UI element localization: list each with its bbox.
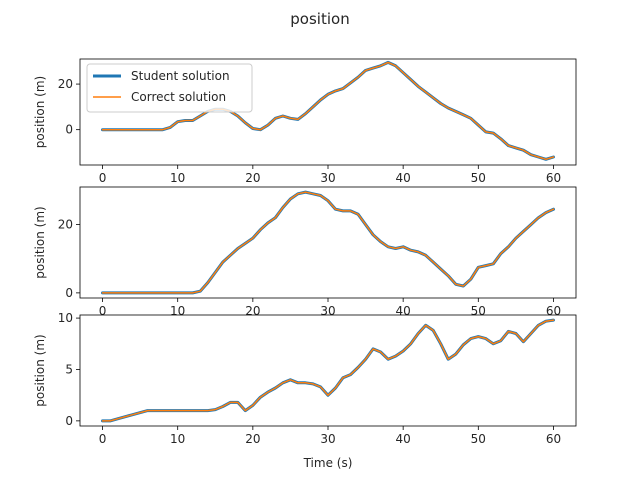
y-tick-label: 20	[58, 218, 73, 232]
x-tick-label: 0	[99, 432, 107, 446]
y-tick-label: 0	[65, 123, 73, 137]
x-tick-label: 40	[396, 432, 411, 446]
x-tick-label: 50	[471, 304, 486, 318]
y-axis-label: position (m)	[33, 206, 47, 278]
y-tick-label: 0	[65, 414, 73, 428]
x-tick-label: 20	[245, 171, 260, 185]
legend-label: Student solution	[131, 69, 230, 83]
x-tick-label: 60	[546, 304, 561, 318]
x-axis-label: Time (s)	[303, 456, 353, 470]
x-tick-label: 20	[245, 304, 260, 318]
figure-title: position	[290, 10, 349, 28]
x-tick-label: 50	[471, 432, 486, 446]
y-axis-label: position (m)	[33, 76, 47, 148]
x-tick-label: 10	[170, 304, 185, 318]
x-tick-label: 10	[170, 171, 185, 185]
x-tick-label: 30	[320, 171, 335, 185]
y-tick-label: 10	[58, 311, 73, 325]
x-tick-label: 60	[546, 432, 561, 446]
x-tick-label: 60	[546, 171, 561, 185]
legend: Student solution Correct solution	[86, 63, 253, 113]
subplot-3: 0 10 20 30 40 50 60 0 5 10 position (m) Time (s)	[33, 311, 577, 470]
legend-box	[86, 63, 253, 113]
y-tick-label: 20	[58, 77, 73, 91]
x-tick-label: 40	[396, 304, 411, 318]
y-axis-label: position (m)	[33, 334, 47, 406]
correct-solution-line-2	[101, 191, 555, 294]
correct-solution-line-3	[101, 319, 555, 422]
y-tick-label: 5	[65, 362, 73, 376]
x-tick-label: 20	[245, 432, 260, 446]
correct-solution-line-1	[101, 61, 555, 161]
x-tick-label: 50	[471, 171, 486, 185]
subplot-1: 0 10 20 30 40 50 60 0 20 position (m) Student solu…	[33, 58, 577, 185]
x-tick-label: 10	[170, 432, 185, 446]
x-tick-label: 0	[99, 171, 107, 185]
x-tick-label: 0	[99, 304, 107, 318]
y-tick-label: 0	[65, 286, 73, 300]
subplot-2: 0 10 20 30 40 50 60 0 20 position (m)	[33, 186, 577, 318]
legend-label: Correct solution	[131, 90, 226, 104]
x-tick-label: 30	[320, 432, 335, 446]
x-tick-label: 40	[396, 171, 411, 185]
x-tick-label: 30	[320, 304, 335, 318]
